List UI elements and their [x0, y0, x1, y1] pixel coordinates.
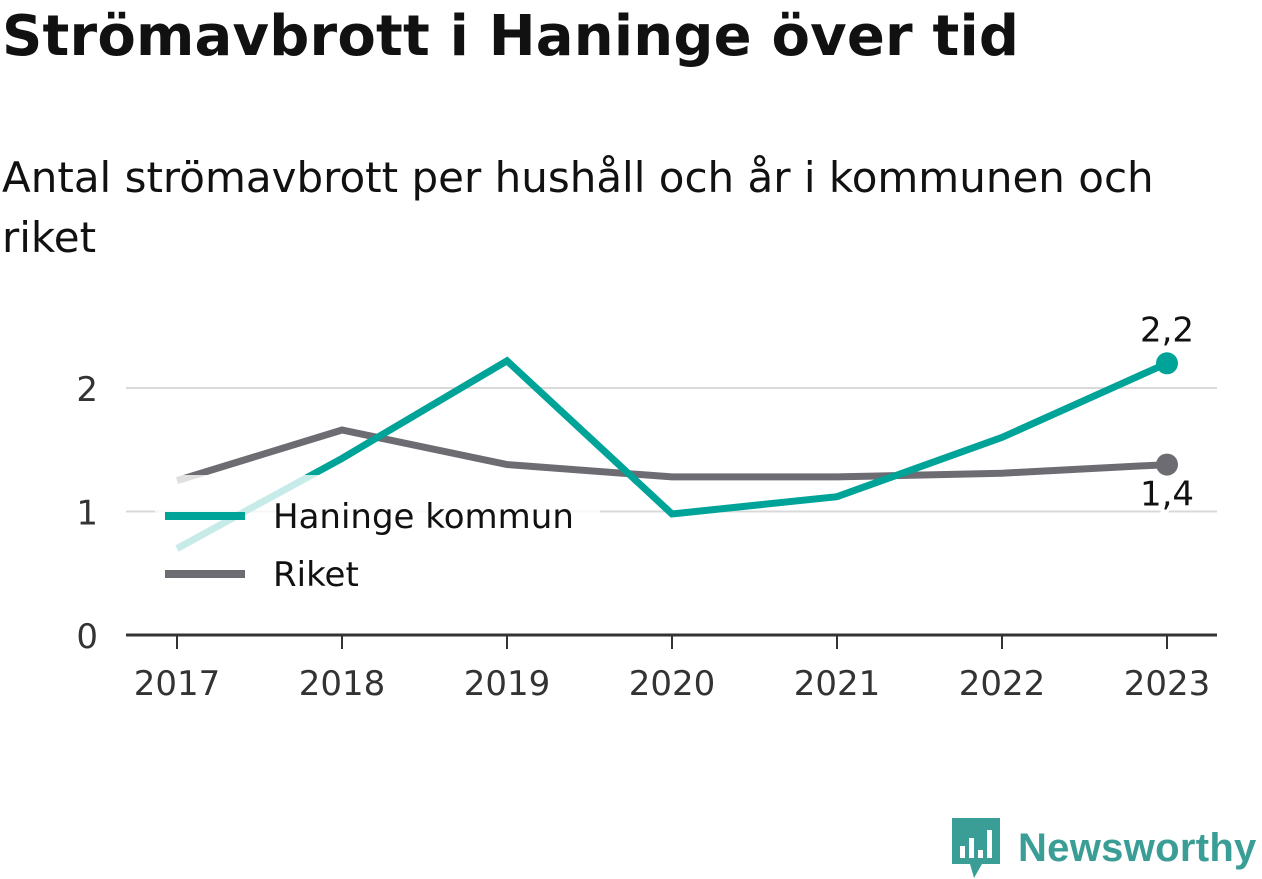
chart-title: Strömavbrott i Haninge över tid — [2, 4, 1020, 69]
x-tick-label: 2017 — [134, 664, 221, 704]
series-line — [175, 356, 1169, 552]
y-tick-label: 0 — [76, 617, 98, 657]
legend-label: Haninge kommun — [273, 497, 574, 537]
series-end-marker — [1156, 453, 1178, 476]
y-tick-label: 1 — [76, 494, 98, 534]
series-line — [175, 426, 1168, 484]
axes: 0 1 2 2017 2018 2019 2020 2021 2022 2023 — [76, 370, 1217, 704]
legend-label: Riket — [273, 555, 359, 595]
series-end-label: 1,4 — [1140, 475, 1194, 515]
chart-subtitle: Antal strömavbrott per hushåll och år i … — [2, 153, 1154, 262]
series-end-marker — [1156, 352, 1178, 375]
series-lines — [175, 356, 1169, 552]
x-tick-label: 2020 — [629, 664, 716, 704]
x-tick-label: 2021 — [794, 664, 881, 704]
x-tick-label: 2022 — [959, 664, 1046, 704]
series-end-label: 2,2 — [1140, 310, 1194, 350]
x-tick-label: 2023 — [1124, 664, 1211, 704]
newsworthy-logo: Newsworthy — [952, 818, 1257, 878]
x-tick-label: 2018 — [299, 664, 386, 704]
newsworthy-logo-text: Newsworthy — [1018, 825, 1257, 870]
end-labels: 2,2 1,4 — [1137, 307, 1197, 517]
legend: Haninge kommun Riket — [155, 475, 600, 595]
newsworthy-logo-icon — [952, 818, 1000, 878]
x-tick-label: 2019 — [464, 664, 551, 704]
y-tick-label: 2 — [76, 370, 98, 410]
